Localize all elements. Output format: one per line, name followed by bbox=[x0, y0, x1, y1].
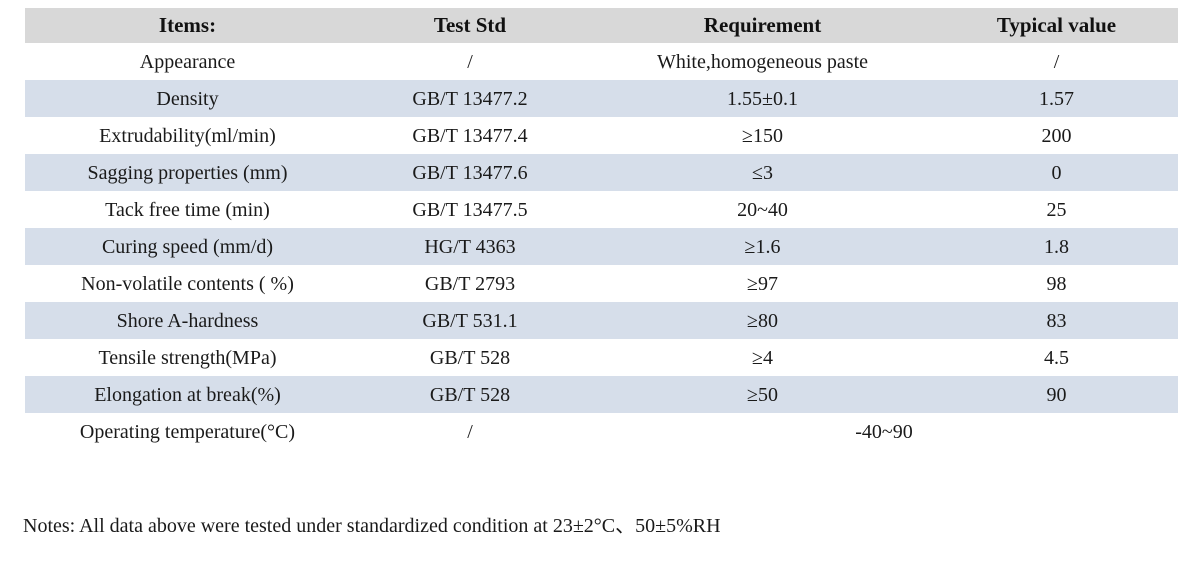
requirement-cell: ≥80 bbox=[747, 309, 778, 332]
test-std-cell: GB/T 13477.6 bbox=[412, 161, 528, 184]
col-header-test-std: Test Std bbox=[433, 12, 507, 37]
header-row: Items: Test Std Requirement Typical valu… bbox=[25, 8, 1178, 43]
typical-value-cell: 1.8 bbox=[1044, 235, 1069, 258]
requirement-cell: ≥97 bbox=[747, 272, 778, 295]
table-row: Density GB/T 13477.2 1.55±0.1 1.57 bbox=[25, 80, 1178, 117]
typical-value-cell: 0 bbox=[1051, 161, 1062, 184]
requirement-cell: 1.55±0.1 bbox=[727, 87, 798, 110]
test-std-cell: GB/T 13477.2 bbox=[412, 87, 528, 110]
test-std-cell: / bbox=[467, 50, 473, 73]
table-row: Tack free time (min) GB/T 13477.5 20~40 25 bbox=[25, 191, 1178, 228]
requirement-cell: White,homogeneous paste bbox=[656, 50, 869, 73]
item-cell: Density bbox=[156, 87, 219, 110]
typical-value-cell: 4.5 bbox=[1044, 346, 1069, 369]
requirement-cell: ≥1.6 bbox=[744, 235, 781, 258]
table-row: Shore A-hardness GB/T 531.1 ≥80 83 bbox=[25, 302, 1178, 339]
table-row: Extrudability(ml/min) GB/T 13477.4 ≥150 200 bbox=[25, 117, 1178, 154]
table-row: Operating temperature(°C) / -40~90 bbox=[25, 413, 1178, 450]
test-std-cell: HG/T 4363 bbox=[424, 235, 516, 258]
requirement-cell: ≥4 bbox=[752, 346, 773, 369]
item-cell: Extrudability(ml/min) bbox=[99, 124, 276, 147]
typical-value-cell: 1.57 bbox=[1039, 87, 1074, 110]
spec-table-header: Items: Test Std Requirement Typical valu… bbox=[25, 8, 1178, 43]
test-std-cell: GB/T 2793 bbox=[424, 272, 516, 295]
col-header-typical-value: Typical value bbox=[996, 12, 1117, 37]
typical-value-cell: 98 bbox=[1046, 272, 1067, 295]
requirement-cell: ≥50 bbox=[747, 383, 778, 406]
notes-text: Notes: All data above were tested under … bbox=[23, 515, 721, 537]
product-spec-table: Items: Test Std Requirement Typical valu… bbox=[25, 8, 1178, 450]
requirement-cell: -40~90 bbox=[855, 420, 913, 443]
requirement-cell: 20~40 bbox=[737, 198, 788, 221]
requirement-cell: ≥150 bbox=[742, 124, 783, 147]
test-std-cell: / bbox=[467, 420, 473, 443]
item-cell: Appearance bbox=[139, 50, 236, 73]
col-header-items: Items: bbox=[158, 12, 217, 37]
typical-value-cell: 200 bbox=[1041, 124, 1072, 147]
item-cell: Tack free time (min) bbox=[105, 198, 270, 221]
table-row: Appearance / White,homogeneous paste / bbox=[25, 43, 1178, 80]
col-header-requirement: Requirement bbox=[703, 12, 822, 37]
typical-value-cell: 83 bbox=[1046, 309, 1067, 332]
item-cell: Non-volatile contents ( %) bbox=[81, 272, 294, 295]
item-cell: Shore A-hardness bbox=[116, 309, 259, 332]
test-std-cell: GB/T 528 bbox=[429, 346, 511, 369]
typical-value-cell: / bbox=[1053, 50, 1060, 73]
test-std-cell: GB/T 13477.4 bbox=[412, 124, 528, 147]
item-cell: Curing speed (mm/d) bbox=[101, 235, 274, 258]
spec-table-body: Appearance / White,homogeneous paste / Densi… bbox=[25, 43, 1178, 450]
test-std-cell: GB/T 528 bbox=[429, 383, 511, 406]
item-cell: Operating temperature(°C) bbox=[79, 420, 296, 443]
typical-value-cell: 90 bbox=[1046, 383, 1067, 406]
item-cell: Tensile strength(MPa) bbox=[98, 346, 277, 369]
requirement-cell: ≤3 bbox=[752, 161, 773, 184]
test-std-cell: GB/T 13477.5 bbox=[412, 198, 528, 221]
item-cell: Sagging properties (mm) bbox=[87, 161, 288, 184]
table-row: Sagging properties (mm) GB/T 13477.6 ≤3 0 bbox=[25, 154, 1178, 191]
table-row: Elongation at break(%) GB/T 528 ≥50 90 bbox=[25, 376, 1178, 413]
test-std-cell: GB/T 531.1 bbox=[422, 309, 518, 332]
typical-value-cell: 25 bbox=[1046, 198, 1067, 221]
table-row: Tensile strength(MPa) GB/T 528 ≥4 4.5 bbox=[25, 339, 1178, 376]
table-row: Curing speed (mm/d) HG/T 4363 ≥1.6 1.8 bbox=[25, 228, 1178, 265]
table-row: Non-volatile contents ( %) GB/T 2793 ≥97 98 bbox=[25, 265, 1178, 302]
item-cell: Elongation at break(%) bbox=[94, 383, 281, 406]
